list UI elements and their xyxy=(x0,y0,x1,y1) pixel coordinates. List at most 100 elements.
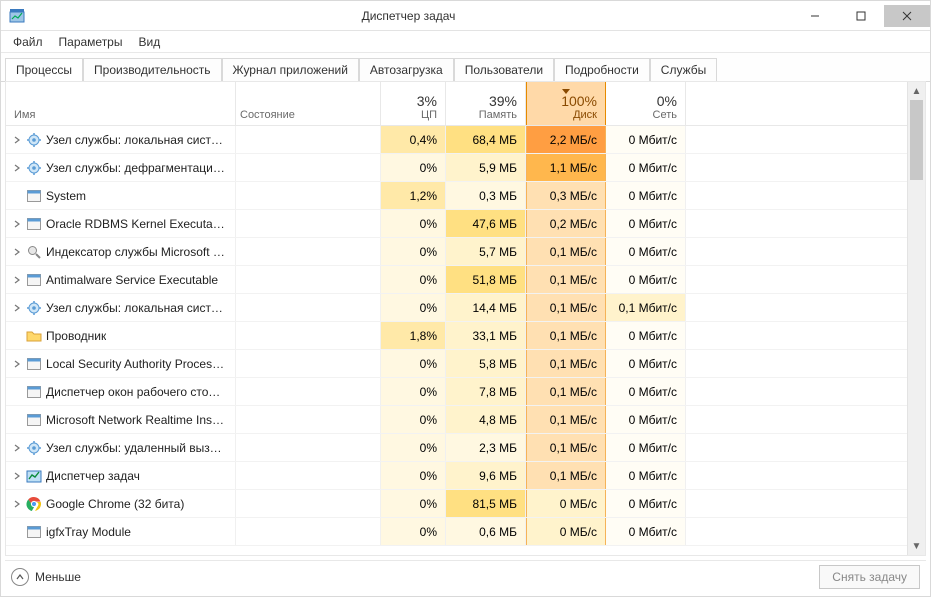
tab-users[interactable]: Пользователи xyxy=(454,58,554,82)
cell-disk: 0,2 МБ/с xyxy=(526,210,606,237)
expand-icon[interactable] xyxy=(10,248,24,256)
col-disk[interactable]: 100% Диск xyxy=(526,82,606,125)
tab-details[interactable]: Подробности xyxy=(554,58,650,82)
table-row[interactable]: Oracle RDBMS Kernel Executable0%47,6 МБ0… xyxy=(6,210,907,238)
menubar: Файл Параметры Вид xyxy=(1,31,930,53)
cell-state xyxy=(236,490,381,517)
cell-memory: 9,6 МБ xyxy=(446,462,526,489)
table-row[interactable]: Google Chrome (32 бита)0%81,5 МБ0 МБ/с0 … xyxy=(6,490,907,518)
col-name-label: Имя xyxy=(14,109,227,121)
table-row[interactable]: Microsoft Network Realtime Ins…0%4,8 МБ0… xyxy=(6,406,907,434)
cell-memory: 0,6 МБ xyxy=(446,518,526,545)
folder-icon xyxy=(26,328,42,344)
scroll-thumb[interactable] xyxy=(910,100,923,180)
table-row[interactable]: Диспетчер окон рабочего стола…0%7,8 МБ0,… xyxy=(6,378,907,406)
expand-icon[interactable] xyxy=(10,472,24,480)
cell-disk: 0 МБ/с xyxy=(526,490,606,517)
table-row[interactable]: Antimalware Service Executable0%51,8 МБ0… xyxy=(6,266,907,294)
cell-state xyxy=(236,210,381,237)
gear-icon xyxy=(26,160,42,176)
sort-desc-icon xyxy=(562,83,570,97)
expand-icon[interactable] xyxy=(10,276,24,284)
cell-name: Oracle RDBMS Kernel Executable xyxy=(6,210,236,237)
cell-name: Проводник xyxy=(6,322,236,349)
col-network[interactable]: 0% Сеть xyxy=(606,82,686,125)
search-icon xyxy=(26,244,42,260)
taskmgr-icon xyxy=(26,468,42,484)
cell-memory: 5,8 МБ xyxy=(446,350,526,377)
process-name: Microsoft Network Realtime Ins… xyxy=(46,413,224,427)
table-row[interactable]: System1,2%0,3 МБ0,3 МБ/с0 Мбит/с xyxy=(6,182,907,210)
tab-startup[interactable]: Автозагрузка xyxy=(359,58,454,82)
cell-disk: 0 МБ/с xyxy=(526,518,606,545)
cell-network: 0 Мбит/с xyxy=(606,238,686,265)
col-name[interactable]: Имя xyxy=(6,82,236,125)
process-name: Индексатор службы Microsoft … xyxy=(46,245,225,259)
scroll-up-icon[interactable]: ▲ xyxy=(908,82,925,100)
cell-memory: 14,4 МБ xyxy=(446,294,526,321)
expand-icon[interactable] xyxy=(10,136,24,144)
table-row[interactable]: Узел службы: удаленный вызо…0%2,3 МБ0,1 … xyxy=(6,434,907,462)
vertical-scrollbar[interactable]: ▲ ▼ xyxy=(907,82,925,555)
menu-options[interactable]: Параметры xyxy=(51,32,131,52)
cell-name: Диспетчер задач xyxy=(6,462,236,489)
table-header: Имя Состояние 3% ЦП 39% Память 100% Диск… xyxy=(6,82,925,126)
window-icon xyxy=(26,384,42,400)
expand-icon[interactable] xyxy=(10,500,24,508)
tab-services[interactable]: Службы xyxy=(650,58,717,82)
col-state[interactable]: Состояние xyxy=(236,82,381,125)
cell-disk: 0,1 МБ/с xyxy=(526,462,606,489)
cell-network: 0 Мбит/с xyxy=(606,490,686,517)
close-button[interactable] xyxy=(884,5,930,27)
cell-cpu: 1,2% xyxy=(381,182,446,209)
col-memory[interactable]: 39% Память xyxy=(446,82,526,125)
expand-icon[interactable] xyxy=(10,164,24,172)
process-name: Диспетчер задач xyxy=(46,469,140,483)
table-row[interactable]: Узел службы: локальная систе…0%14,4 МБ0,… xyxy=(6,294,907,322)
col-cpu[interactable]: 3% ЦП xyxy=(381,82,446,125)
maximize-button[interactable] xyxy=(838,5,884,27)
tab-performance[interactable]: Производительность xyxy=(83,58,221,82)
cell-cpu: 1,8% xyxy=(381,322,446,349)
table-row[interactable]: Узел службы: дефрагментаци…0%5,9 МБ1,1 М… xyxy=(6,154,907,182)
process-name: Local Security Authority Process… xyxy=(46,357,226,371)
fewer-details-button[interactable]: Меньше xyxy=(11,568,81,586)
table-row[interactable]: Диспетчер задач0%9,6 МБ0,1 МБ/с0 Мбит/с xyxy=(6,462,907,490)
tab-processes[interactable]: Процессы xyxy=(5,58,83,82)
window-icon xyxy=(26,272,42,288)
table-body: Узел службы: локальная систе…0,4%68,4 МБ… xyxy=(6,126,907,555)
gear-icon xyxy=(26,132,42,148)
scroll-track[interactable] xyxy=(910,100,923,537)
tab-bar: Процессы Производительность Журнал прило… xyxy=(1,53,930,82)
expand-icon[interactable] xyxy=(10,360,24,368)
table-row[interactable]: Индексатор службы Microsoft …0%5,7 МБ0,1… xyxy=(6,238,907,266)
tab-apphistory[interactable]: Журнал приложений xyxy=(222,58,359,82)
cell-cpu: 0% xyxy=(381,434,446,461)
minimize-button[interactable] xyxy=(792,5,838,27)
cell-memory: 68,4 МБ xyxy=(446,126,526,153)
scroll-down-icon[interactable]: ▼ xyxy=(908,537,925,555)
expand-icon[interactable] xyxy=(10,444,24,452)
window-title: Диспетчер задач xyxy=(25,9,792,23)
chrome-icon xyxy=(26,496,42,512)
cell-state xyxy=(236,350,381,377)
cell-network: 0 Мбит/с xyxy=(606,266,686,293)
col-cpu-label: ЦП xyxy=(421,109,437,121)
cell-cpu: 0% xyxy=(381,518,446,545)
cell-memory: 51,8 МБ xyxy=(446,266,526,293)
menu-view[interactable]: Вид xyxy=(130,32,168,52)
table-row[interactable]: Local Security Authority Process…0%5,8 М… xyxy=(6,350,907,378)
process-table: Имя Состояние 3% ЦП 39% Память 100% Диск… xyxy=(5,81,926,556)
table-row[interactable]: Узел службы: локальная систе…0,4%68,4 МБ… xyxy=(6,126,907,154)
table-row[interactable]: igfxTray Module0%0,6 МБ0 МБ/с0 Мбит/с xyxy=(6,518,907,546)
table-row[interactable]: Проводник1,8%33,1 МБ0,1 МБ/с0 Мбит/с xyxy=(6,322,907,350)
expand-icon[interactable] xyxy=(10,304,24,312)
cell-memory: 81,5 МБ xyxy=(446,490,526,517)
cell-network: 0 Мбит/с xyxy=(606,210,686,237)
end-task-button[interactable]: Снять задачу xyxy=(819,565,920,589)
menu-file[interactable]: Файл xyxy=(5,32,51,52)
cell-name: Google Chrome (32 бита) xyxy=(6,490,236,517)
expand-icon[interactable] xyxy=(10,220,24,228)
cell-disk: 0,1 МБ/с xyxy=(526,350,606,377)
col-state-label: Состояние xyxy=(240,109,372,121)
